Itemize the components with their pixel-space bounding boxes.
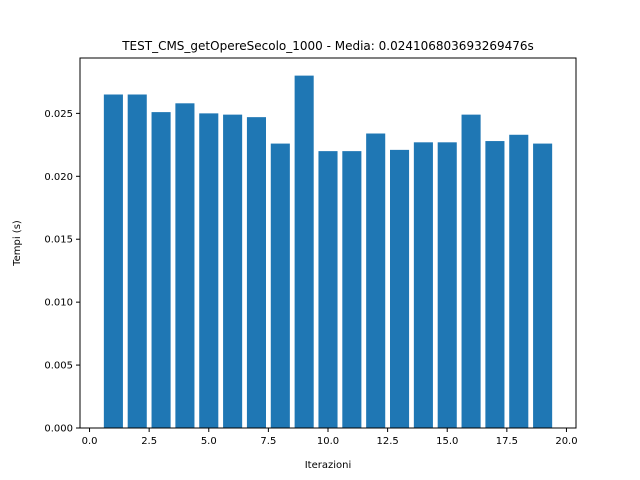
bar-iteration-1	[103, 94, 123, 428]
x-tick-label: 7.5	[260, 436, 276, 447]
bar-iteration-4	[175, 103, 195, 428]
bar-iteration-7	[246, 117, 266, 429]
x-axis-ticks: 0.0 2.5 5.0 7.5 10.0 12.5 15.0 17.5 20.0	[82, 428, 578, 447]
bar-iteration-15	[437, 142, 457, 428]
bar-iteration-6	[223, 114, 243, 428]
chart-title: TEST_CMS_getOpereSecolo_1000 - Media: 0.…	[121, 39, 534, 53]
bar-iteration-19	[533, 143, 553, 428]
x-tick-label: 17.5	[496, 436, 518, 447]
bar-iteration-12	[366, 133, 386, 428]
x-tick-label: 12.5	[376, 436, 398, 447]
bar-iteration-10	[318, 151, 338, 428]
bar-iteration-9	[294, 75, 314, 429]
y-tick-label: 0.025	[44, 109, 73, 120]
y-tick-label: 0.020	[44, 172, 73, 183]
x-tick-label: 0.0	[82, 436, 98, 447]
bars-group	[103, 75, 553, 429]
y-axis-label: Tempi (s)	[12, 220, 23, 267]
bar-iteration-18	[509, 134, 529, 428]
bar-iteration-5	[199, 113, 219, 429]
x-tick-label: 5.0	[201, 436, 217, 447]
y-tick-label: 0.005	[44, 361, 73, 372]
y-tick-label: 0.000	[44, 424, 73, 435]
bar-iteration-17	[485, 141, 505, 428]
plot-frame	[79, 57, 577, 429]
y-axis-ticks: 0.000 0.005 0.010 0.015 0.020 0.025	[44, 109, 80, 435]
bar-iteration-16	[461, 114, 481, 428]
x-tick-label: 20.0	[555, 436, 577, 447]
x-tick-label: 10.0	[317, 436, 339, 447]
bar-iteration-2	[127, 94, 147, 428]
x-tick-label: 2.5	[141, 436, 157, 447]
x-axis-label: Iterazioni	[305, 460, 352, 471]
x-tick-label: 15.0	[436, 436, 458, 447]
y-tick-label: 0.010	[44, 298, 73, 309]
bar-iteration-13	[390, 149, 410, 428]
bar-iteration-14	[413, 142, 433, 428]
bar-iteration-8	[270, 143, 290, 428]
bar-iteration-11	[342, 151, 362, 428]
bar-iteration-3	[151, 112, 171, 429]
y-tick-label: 0.015	[44, 235, 73, 246]
